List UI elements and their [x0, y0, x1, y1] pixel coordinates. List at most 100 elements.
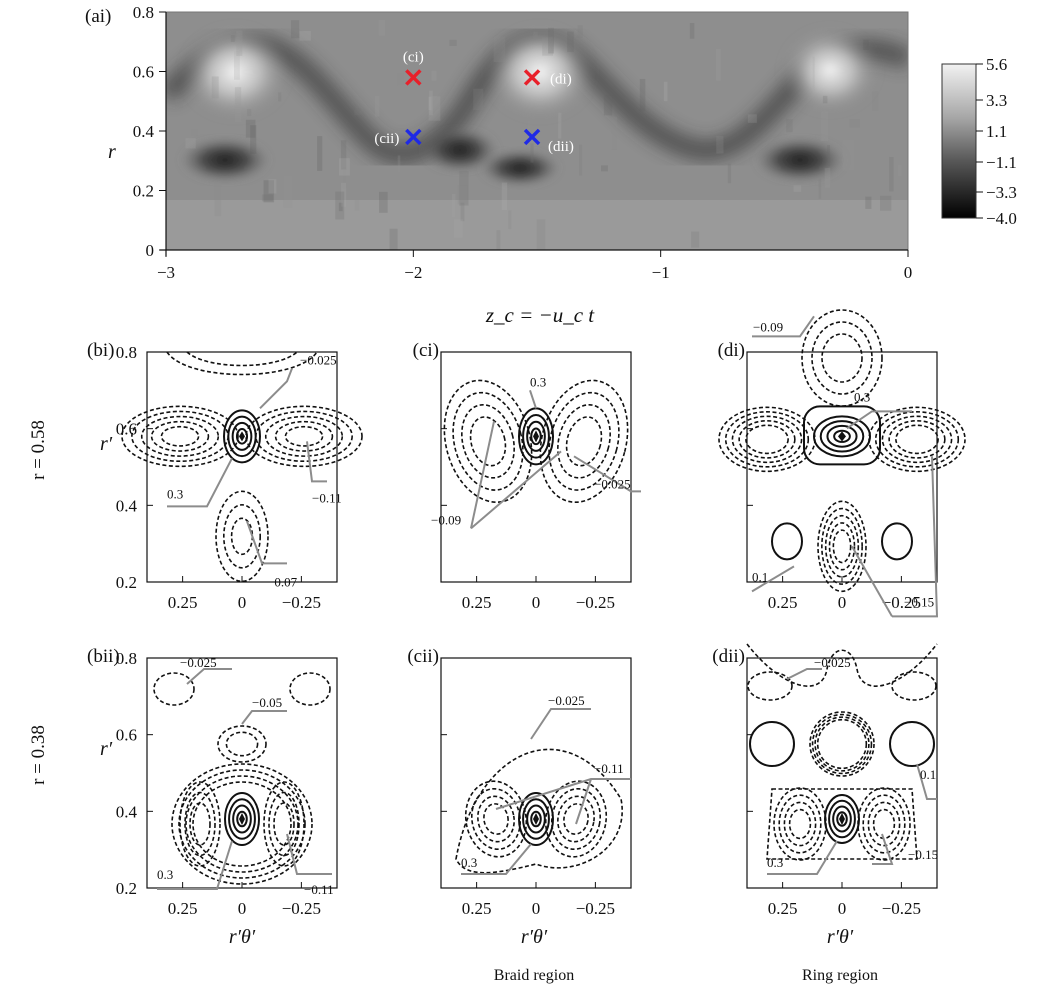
- contour-negative: [718, 406, 816, 473]
- contour-negative: [539, 379, 629, 503]
- x-tick-label: 0: [532, 899, 541, 918]
- heatmap-streak: [881, 223, 893, 250]
- heatmap-streak: [611, 116, 618, 150]
- contour-negative: [184, 791, 216, 857]
- x-tick-label: −0.25: [576, 593, 615, 612]
- x-tick-label: −0.25: [282, 593, 321, 612]
- contour-negative: [245, 405, 363, 468]
- x-tick-label: 0.25: [768, 593, 798, 612]
- x-tick-label: 0: [838, 593, 847, 612]
- heatmap-streak: [263, 180, 275, 203]
- contour-negative: [215, 490, 269, 583]
- heatmap-streak: [496, 230, 501, 250]
- heatmap-streak: [567, 31, 574, 53]
- ring-region-caption: Ring region: [802, 967, 878, 984]
- probe-markers: (ci) (di) (cii) (dii): [374, 49, 574, 155]
- contour-negative: [192, 781, 292, 867]
- plot-frame: [746, 351, 938, 583]
- heatmap-streak: [234, 51, 240, 80]
- heatmap-panel: −3 −2 −1 0 0 0.2 0.4 0.6 0.8 (ai) r z_c = −u_c t…: [85, 3, 1017, 327]
- x-tick-label: −3: [157, 263, 175, 282]
- annotation-leader: [751, 565, 795, 593]
- marker-label: (cii): [374, 131, 399, 147]
- heatmap-streak: [812, 56, 815, 93]
- contour-positive: [833, 429, 851, 443]
- heatmap-streak: [824, 167, 831, 188]
- heatmap-streak: [290, 20, 300, 39]
- heatmap-streak: [493, 36, 506, 63]
- contour-negative: [171, 763, 313, 885]
- panel-label-di: (di): [718, 340, 745, 361]
- y-axis-label-rp-row1: r′: [100, 433, 113, 455]
- contour-lines: [153, 672, 331, 885]
- contour-negative: [268, 791, 300, 857]
- annotation-label: 0.1: [920, 767, 936, 782]
- contour-negative: [452, 391, 524, 491]
- contour-positive: [526, 420, 546, 452]
- marker-cross: [405, 69, 422, 86]
- x-tick-label: −0.25: [882, 899, 921, 918]
- contour-positive: [236, 810, 248, 828]
- contour-negative: [874, 411, 960, 468]
- contour-positive: [231, 421, 253, 451]
- heatmap-streak: [397, 155, 401, 173]
- annotation-leader: [892, 456, 939, 618]
- contour-panel-di: 0.25 0 −0.25 (di) −0.09 0.3 0.1 −0.15: [718, 309, 966, 618]
- contour-lines: [443, 379, 629, 503]
- colorbar-tick-label: −4.0: [986, 209, 1017, 228]
- annotation-leader: [851, 545, 893, 617]
- contour-negative: [828, 522, 856, 571]
- contour-negative: [140, 415, 220, 457]
- x-tick-label: 0.25: [462, 899, 492, 918]
- heatmap-streak: [508, 210, 512, 230]
- y-tick-label: 0: [146, 241, 155, 260]
- x-axis-label-b: r′θ′: [229, 926, 256, 948]
- contour-positive: [826, 424, 858, 448]
- heatmap-streak: [278, 92, 282, 102]
- panel-label-cii: (cii): [407, 646, 439, 667]
- marker-label: (dii): [548, 139, 574, 155]
- annotation-leader: [916, 763, 937, 800]
- marker-cross: [523, 128, 541, 146]
- contour-negative: [225, 731, 259, 757]
- heatmap-streaks: [175, 20, 908, 250]
- colorbar-tick-label: −1.1: [986, 153, 1017, 172]
- annotation-leader: [286, 833, 332, 875]
- contour-negative: [217, 725, 267, 763]
- heatmap-streak: [236, 30, 243, 56]
- annotation-label: −0.09: [753, 319, 783, 334]
- x-tick-label: 0.25: [462, 593, 492, 612]
- heatmap-streak: [299, 31, 311, 41]
- heatmap-streak: [230, 35, 235, 42]
- annotation-label: 0.3: [167, 486, 183, 501]
- heatmap-streak: [250, 125, 257, 154]
- contour-negative: [809, 711, 875, 777]
- contour-negative: [477, 795, 515, 843]
- contour-negative: [548, 391, 620, 491]
- contour-negative: [817, 500, 867, 593]
- contour-negative: [821, 507, 863, 585]
- heatmap-streak: [428, 96, 441, 121]
- x-tick-label: 0.25: [768, 899, 798, 918]
- contour-lines: [121, 351, 363, 583]
- panel-label-dii: (dii): [712, 646, 745, 667]
- contour-positive: [232, 804, 252, 834]
- heatmap-streak: [639, 78, 646, 112]
- y-tick-label: 0.6: [133, 63, 154, 82]
- x-axis-label-c: r′θ′: [521, 926, 548, 948]
- heatmap-streak: [548, 27, 555, 54]
- annotation-label: −0.07: [267, 574, 298, 589]
- x-axis-label-zc: z_c = −u_c t: [485, 303, 595, 327]
- annotation-label: −0.025: [180, 655, 217, 670]
- heatmap-streak: [473, 88, 484, 111]
- x-tick-label: −0.25: [576, 899, 615, 918]
- annotation-leader: [186, 668, 232, 685]
- x-tick-label: −0.25: [882, 593, 921, 612]
- x-tick-label: 0.25: [168, 899, 198, 918]
- heatmap-streak: [863, 39, 869, 50]
- annotation-leader: [157, 840, 233, 890]
- contour-positive: [530, 810, 542, 828]
- annotation-label: 0.3: [461, 855, 477, 870]
